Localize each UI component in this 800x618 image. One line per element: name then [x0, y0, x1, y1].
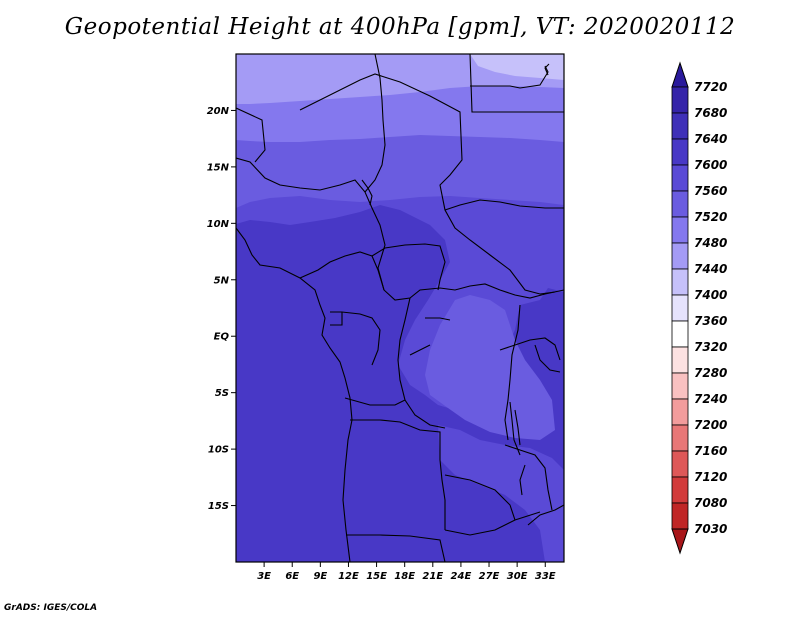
- colorbar-label: 7240: [694, 392, 727, 406]
- colorbar-label: 7480: [694, 236, 727, 250]
- colorbar-label: 7400: [694, 288, 727, 302]
- country-borders: [236, 54, 564, 562]
- colorbar-segment: [671, 398, 689, 426]
- lon-tick-label: 24E: [451, 571, 472, 582]
- colorbar-segment: [671, 502, 689, 530]
- lat-tick-label: 5N: [214, 275, 230, 286]
- lat-tick-label: 15N: [207, 162, 230, 173]
- region-fill-7440: [470, 54, 564, 80]
- lat-tick-label: 10S: [208, 445, 229, 456]
- colorbar-label: 7160: [694, 444, 727, 458]
- grads-credit: GrADS: IGES/COLA: [4, 603, 98, 613]
- lon-tick-label: 15E: [366, 571, 387, 582]
- colorbar-label: 7680: [694, 106, 727, 120]
- colorbar: 7720 7680 7640 7600 7560 7520 7480 7440 7400 7360…: [671, 61, 727, 555]
- colorbar-label: 7600: [694, 158, 727, 172]
- lat-tick-label: 15S: [208, 501, 229, 512]
- colorbar-segment: [671, 164, 689, 192]
- colorbar-label: 7080: [694, 496, 727, 510]
- colorbar-top-arrow: [671, 61, 689, 88]
- lat-tick-label: 20N: [207, 106, 230, 117]
- lon-tick-label: 9E: [313, 571, 327, 582]
- colorbar-label: 7320: [694, 340, 727, 354]
- colorbar-label: 7030: [694, 522, 727, 536]
- colorbar-label: 7440: [694, 262, 727, 276]
- colorbar-segment: [671, 424, 689, 452]
- colorbar-segment: [671, 372, 689, 400]
- lon-tick-label: 12E: [338, 571, 359, 582]
- region-fill-7560-east: [425, 295, 555, 440]
- lat-tick-label: 10N: [207, 219, 230, 230]
- colorbar-segment: [671, 346, 689, 374]
- colorbar-segment: [671, 268, 689, 296]
- colorbar-segment: [671, 450, 689, 478]
- colorbar-label: 7640: [694, 132, 727, 146]
- colorbar-segment: [671, 320, 689, 348]
- longitude-axis: 3E 6E 9E 12E 15E 18E 21E 24E 27E 30E 33E: [257, 562, 556, 582]
- colorbar-segment: [671, 476, 689, 504]
- colorbar-segment: [671, 216, 689, 244]
- lat-tick-label: 5S: [215, 388, 229, 399]
- lon-tick-label: 18E: [394, 571, 415, 582]
- lon-tick-label: 33E: [535, 571, 556, 582]
- lon-tick-label: 3E: [257, 571, 271, 582]
- colorbar-segment: [671, 86, 689, 114]
- lon-tick-label: 6E: [285, 571, 299, 582]
- colorbar-segment: [671, 294, 689, 322]
- lat-tick-label: EQ: [214, 332, 230, 343]
- lon-tick-label: 21E: [422, 571, 443, 582]
- colorbar-segment: [671, 112, 689, 140]
- colorbar-label: 7120: [694, 470, 727, 484]
- colorbar-segment: [671, 190, 689, 218]
- region-fill-7600-south: [438, 425, 564, 562]
- lon-tick-label: 30E: [507, 571, 528, 582]
- colorbar-segment: [671, 138, 689, 166]
- colorbar-label: 7200: [694, 418, 727, 432]
- colorbar-label: 7720: [694, 80, 727, 94]
- latitude-axis: 20N 15N 10N 5N EQ 5S 10S 15S: [207, 106, 236, 512]
- colorbar-label: 7360: [694, 314, 727, 328]
- lon-tick-label: 27E: [479, 571, 500, 582]
- colorbar-segment: [671, 242, 689, 270]
- chart-title: Geopotential Height at 400hPa [gpm], VT:…: [64, 14, 736, 40]
- colorbar-label: 7280: [694, 366, 727, 380]
- colorbar-label: 7560: [694, 184, 727, 198]
- colorbar-bottom-arrow: [671, 528, 689, 555]
- colorbar-label: 7520: [694, 210, 727, 224]
- contour-fills: [236, 54, 564, 562]
- plot-frame: [235, 53, 565, 563]
